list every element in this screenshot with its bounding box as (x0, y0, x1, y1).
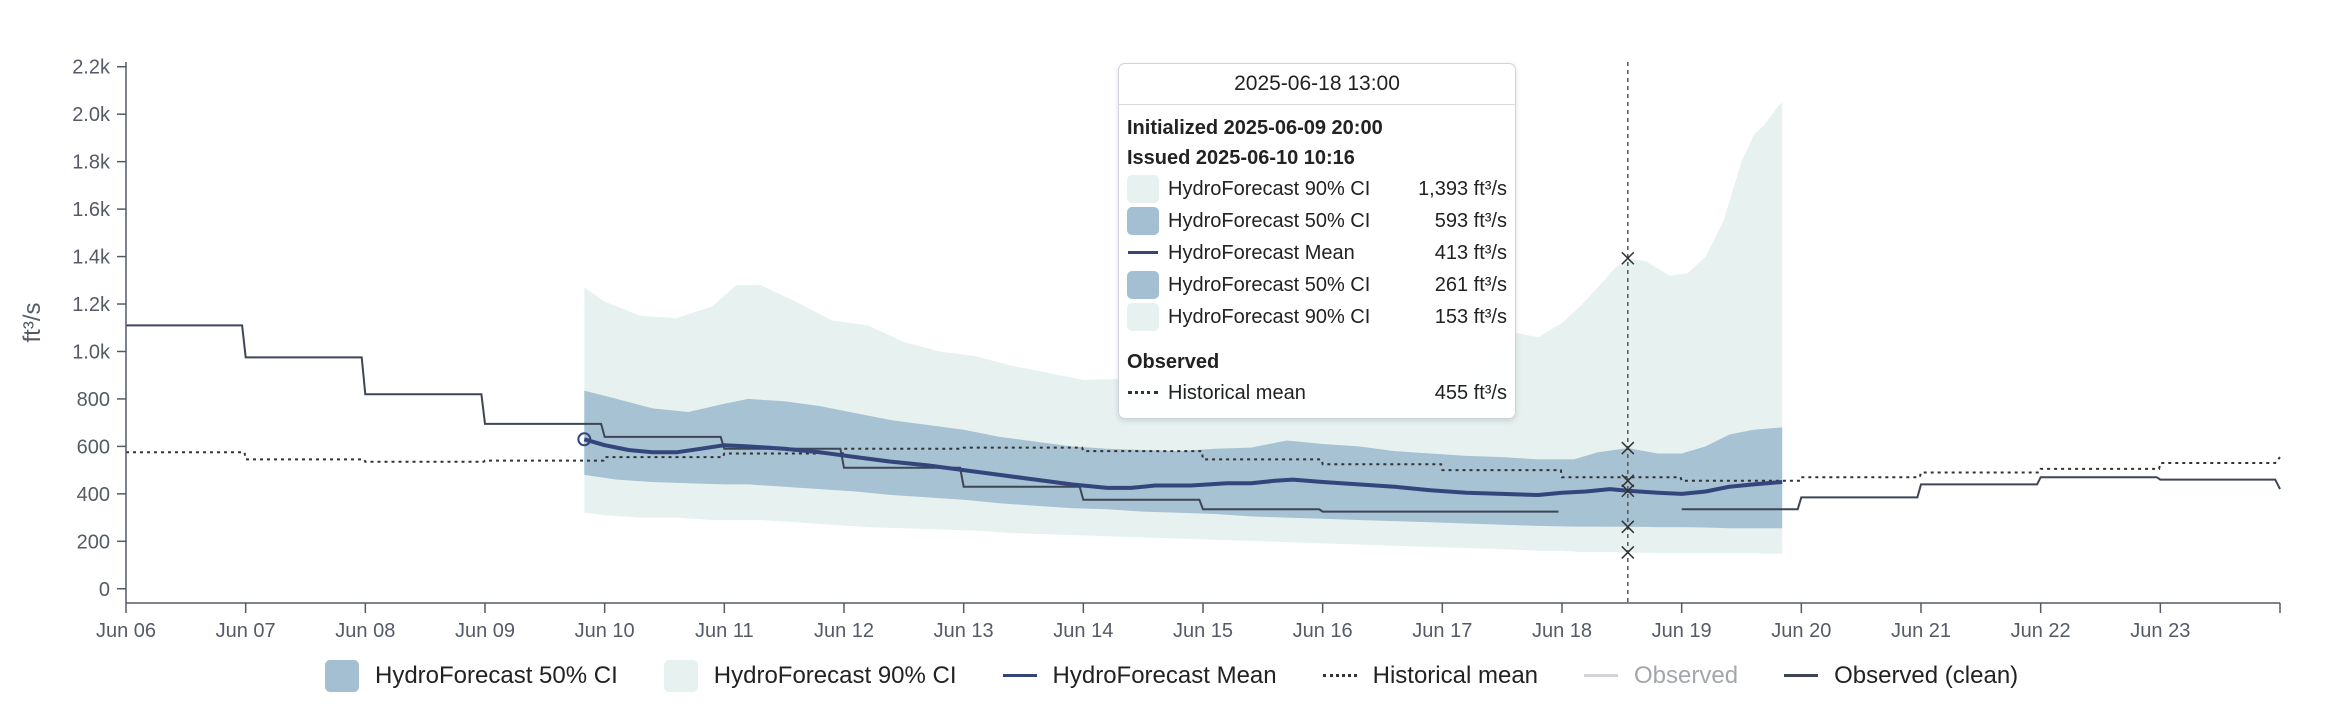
tooltip-series-name: HydroForecast 90% CI (1168, 177, 1371, 200)
x-tick-label: Jun 17 (1412, 620, 1472, 642)
x-tick-label: Jun 21 (1891, 620, 1951, 642)
legend-swatch (1584, 660, 1619, 692)
crosshair-marker (1621, 484, 1635, 498)
historical-mean-layer (126, 446, 2281, 482)
x-tick-label: Jun 23 (2130, 620, 2190, 642)
x-tick-label: Jun 15 (1173, 620, 1233, 642)
tooltip-series-name: HydroForecast 50% CI (1168, 273, 1371, 296)
y-tick-label: 400 (77, 484, 110, 506)
legend-label: Observed (1634, 662, 1739, 689)
tooltip-series-name: HydroForecast 90% CI (1168, 305, 1371, 328)
x-tick-label: Jun 22 (2011, 620, 2071, 642)
legend-label: HydroForecast 90% CI (713, 662, 957, 689)
legend-item-ci90[interactable]: HydroForecast 90% CI (663, 660, 957, 692)
tooltip-row: HydroForecast Mean 413 ft³/s (1127, 237, 1507, 269)
crosshair-marker (1621, 441, 1635, 455)
crosshair-marker (1621, 520, 1635, 534)
tooltip-row: HydroForecast 90% CI 153 ft³/s (1127, 301, 1507, 333)
x-tick-label: Jun 19 (1652, 620, 1712, 642)
y-tick-label: 1.6k (72, 199, 111, 221)
x-tick-label: Jun 20 (1771, 620, 1831, 642)
legend-label: Observed (clean) (1834, 662, 2019, 689)
forecast-mean-line (583, 437, 1783, 497)
y-tick-label: 200 (77, 531, 110, 553)
observed-layer (126, 324, 2281, 513)
legend-swatch (1002, 660, 1037, 692)
tooltip-row: HydroForecast 50% CI 261 ft³/s (1127, 269, 1507, 301)
tooltip-series-value: 1,393 ft³/s (1418, 177, 1507, 200)
observed-clean-line (126, 324, 2281, 513)
y-tick-label: 600 (77, 436, 110, 458)
tooltip-swatch (1127, 271, 1159, 299)
legend-item-mean[interactable]: HydroForecast Mean (1002, 660, 1277, 692)
tooltip-observed-heading: Observed (1127, 351, 1220, 373)
tooltip-series-value: 153 ft³/s (1434, 305, 1507, 328)
legend-label: Historical mean (1372, 662, 1539, 689)
tooltip-row: Historical mean 455 ft³/s (1127, 377, 1507, 409)
crosshair-marker (1621, 545, 1635, 559)
legend-swatch (1784, 660, 1819, 692)
x-tick-label: Jun 09 (455, 620, 515, 642)
legend-item-obs[interactable]: Observed (1584, 660, 1738, 692)
axes-layer: 0 200 400 600 800 1.0k 1.2k 1.4k 1.6k 1.8k 2.0k 2.2… (19, 57, 2281, 642)
x-tick-label: Jun 13 (934, 620, 994, 642)
tooltip-date: 2025-06-18 13:00 (1119, 64, 1515, 105)
legend-swatch (663, 660, 698, 692)
tooltip-series-value: 455 ft³/s (1434, 381, 1507, 404)
tooltip-swatch (1127, 239, 1159, 267)
x-tick-label: Jun 08 (335, 620, 395, 642)
y-tick-label: 1.0k (72, 341, 111, 363)
x-tick-label: Jun 12 (814, 620, 874, 642)
crosshair-marker (1621, 474, 1635, 488)
legend-swatch (1322, 660, 1357, 692)
tooltip-series-name: HydroForecast 50% CI (1168, 209, 1371, 232)
chart-legend: HydroForecast 50% CI HydroForecast 90% CI… (325, 656, 2064, 696)
legend-item-obs_clean[interactable]: Observed (clean) (1784, 660, 2018, 692)
y-axis-label: ft³/s (19, 303, 46, 343)
tooltip-row: HydroForecast 90% CI 1,393 ft³/s (1127, 173, 1507, 205)
tooltip-issued: Issued 2025-06-10 10:16 (1127, 147, 1355, 169)
legend-item-ci50[interactable]: HydroForecast 50% CI (325, 660, 618, 692)
tooltip-swatch (1127, 303, 1159, 331)
crosshair-layer (1621, 62, 1635, 603)
y-tick-label: 2.2k (72, 57, 111, 79)
forecast-start-marker (577, 432, 592, 447)
y-tick-label: 800 (77, 389, 110, 411)
y-tick-label: 2.0k (72, 104, 111, 126)
forecast-mean-layer (577, 432, 1783, 497)
tooltip-swatch (1127, 207, 1159, 235)
x-tick-label: Jun 18 (1532, 620, 1592, 642)
legend-swatch (325, 660, 359, 692)
tooltip-initialized: Initialized 2025-06-09 20:00 (1127, 117, 1383, 139)
tooltip-swatch (1127, 175, 1159, 203)
x-tick-label: Jun 11 (695, 620, 754, 642)
historical-mean-line (126, 446, 2281, 482)
tooltip-series-value: 413 ft³/s (1434, 241, 1507, 264)
tooltip-row: HydroForecast 50% CI 593 ft³/s (1127, 205, 1507, 237)
tooltip-swatch (1127, 379, 1159, 407)
tooltip-series-name: HydroForecast Mean (1168, 241, 1355, 264)
y-tick-label: 1.2k (72, 294, 111, 316)
y-tick-label: 1.4k (72, 247, 111, 269)
y-tick-label: 0 (99, 579, 110, 601)
legend-item-hist[interactable]: Historical mean (1322, 660, 1539, 692)
tooltip-series-name: Historical mean (1168, 381, 1306, 404)
tooltip-series-value: 261 ft³/s (1434, 273, 1507, 296)
legend-label: HydroForecast Mean (1052, 662, 1277, 689)
legend-label: HydroForecast 50% CI (375, 662, 618, 689)
tooltip-series-value: 593 ft³/s (1434, 209, 1507, 232)
y-tick-label: 1.8k (72, 152, 111, 174)
x-tick-label: Jun 07 (216, 620, 276, 642)
crosshair-marker (1621, 251, 1635, 265)
x-tick-label: Jun 06 (96, 620, 156, 642)
hover-tooltip: 2025-06-18 13:00 Initialized 2025-06-09 … (1118, 63, 1516, 419)
x-tick-label: Jun 14 (1053, 620, 1113, 642)
x-tick-label: Jun 10 (575, 620, 635, 642)
x-tick-label: Jun 16 (1293, 620, 1353, 642)
